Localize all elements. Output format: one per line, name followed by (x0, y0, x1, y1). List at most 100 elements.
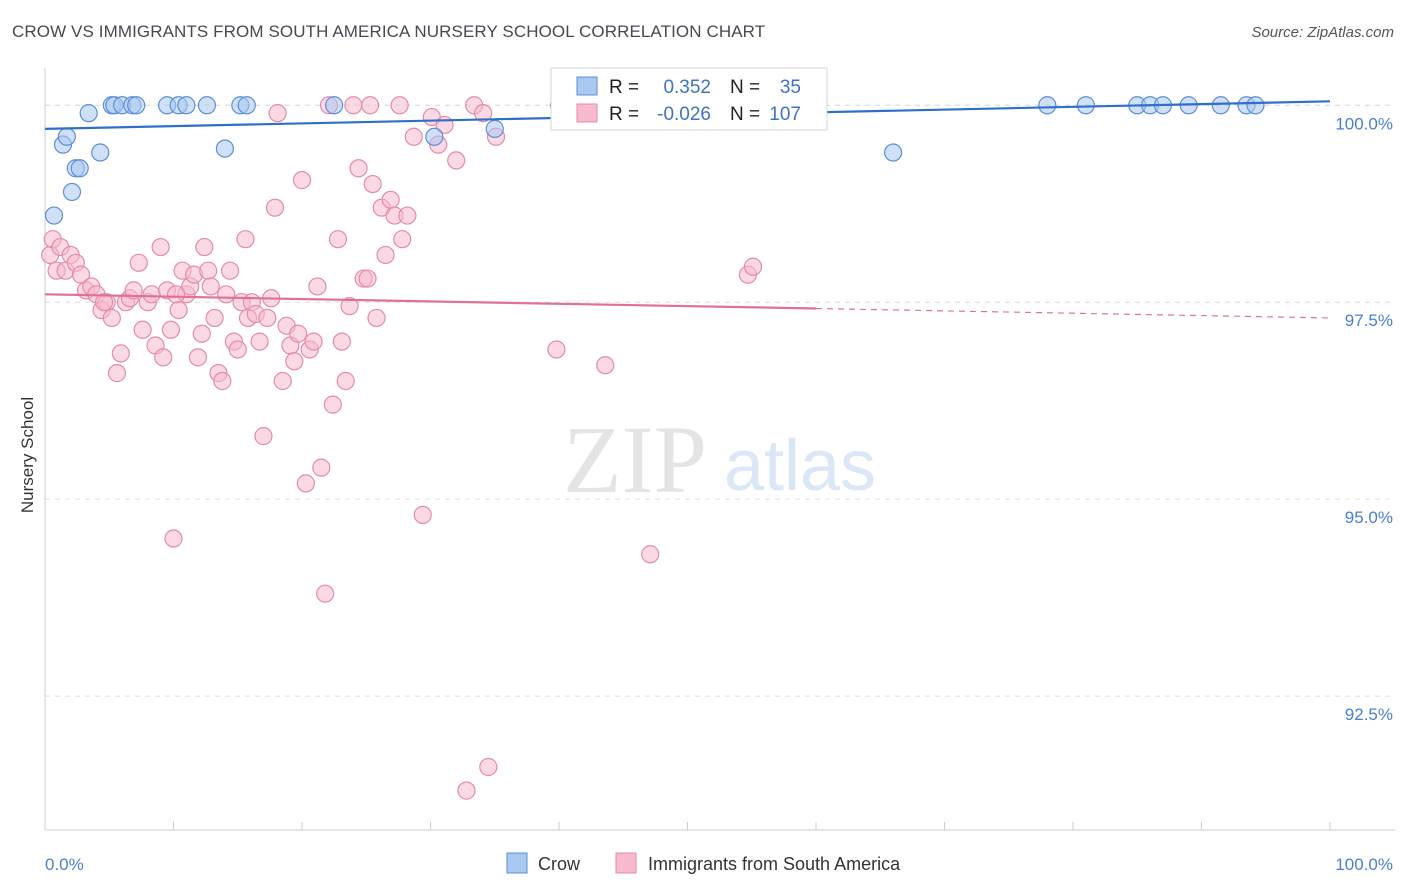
sa-point-55 (265, 198, 285, 217)
sa-point-39 (205, 308, 224, 328)
sa-point-38 (201, 277, 220, 296)
crow-point-16 (197, 96, 217, 115)
sa-point-101 (743, 257, 763, 276)
sa-point-99 (641, 545, 660, 564)
sa-point-81 (376, 245, 395, 265)
sa-point-73 (340, 297, 359, 316)
sa-point-77 (358, 269, 377, 288)
crow-point-22 (485, 119, 504, 138)
crow-point-26 (1038, 96, 1057, 115)
crow-point-25 (883, 143, 903, 162)
sa-point-104 (268, 104, 287, 123)
sa-point-67 (316, 584, 335, 603)
sa-point-20 (133, 320, 152, 339)
sa-point-95 (479, 757, 498, 777)
sa-point-52 (254, 427, 273, 446)
sa-point-34 (188, 348, 208, 367)
sa-point-28 (164, 529, 183, 548)
sa-point-71 (332, 332, 351, 351)
sa-point-45 (228, 340, 247, 359)
sa-point-105 (361, 96, 380, 115)
sa-point-64 (304, 332, 323, 351)
y-tick-label-3: 92.5% (1345, 705, 1393, 724)
crow-point-2 (57, 127, 76, 146)
legend-r-value-sa: -0.026 (657, 104, 711, 125)
sa-point-102 (95, 293, 114, 312)
sa-point-79 (367, 308, 386, 328)
sa-point-78 (363, 174, 382, 194)
sa-point-86 (398, 206, 417, 225)
sa-point-24 (151, 237, 170, 257)
sa-point-18 (124, 281, 143, 300)
sa-point-72 (336, 371, 355, 391)
sa-point-62 (296, 474, 315, 493)
trend-lines (44, 100, 1331, 319)
sa-point-61 (292, 171, 312, 190)
tick-labels: 100.0% 97.5% 95.0% 92.5% 0.0% 100.0% (45, 114, 1393, 874)
y-axis-label: Nursery School (18, 397, 37, 513)
sa-point-93 (457, 781, 476, 800)
source-label: Source: ZipAtlas.com (1251, 24, 1394, 41)
y-tick-label-1: 97.5% (1345, 311, 1393, 330)
sa-point-36 (195, 237, 214, 257)
sa-point-35 (192, 324, 211, 343)
legend-swatch-crow (576, 76, 598, 96)
sa-point-75 (349, 159, 368, 178)
crow-point-21 (425, 127, 444, 146)
legend-r-value-crow: 0.352 (663, 77, 711, 98)
sa-point-66 (312, 458, 331, 477)
sa-point-106 (474, 104, 493, 123)
crow-point-6 (79, 104, 98, 123)
legend-n-label-crow: N = (730, 77, 760, 98)
gridlines (45, 104, 1395, 697)
crow-point-3 (62, 182, 82, 202)
crow-point-20 (325, 96, 344, 115)
series-legend: Crow Immigrants from South America (506, 852, 901, 874)
sa-point-103 (166, 285, 186, 304)
correlation-legend: R = 0.352 N = 35 R = -0.026 N = 107 (550, 67, 828, 131)
y-tick-label-0: 100.0% (1335, 114, 1393, 133)
legend-n-label-sa: N = (730, 104, 760, 125)
sa-point-69 (323, 395, 342, 414)
sa-point-51 (250, 332, 269, 351)
legend-swatch-sa (576, 103, 598, 123)
sa-point-14 (107, 364, 127, 383)
sa-point-42 (217, 285, 236, 304)
legend-r-label-crow: R = (609, 77, 639, 98)
crow-point-34 (1246, 96, 1265, 115)
sa-point-74 (344, 96, 363, 115)
sa-point-27 (161, 320, 181, 339)
sa-point-84 (390, 96, 409, 115)
sa-trend-line (44, 293, 817, 310)
sa-point-60 (289, 324, 308, 343)
sa-trend-line-extension (815, 307, 1331, 319)
crow-point-0 (44, 206, 64, 225)
sa-point-41 (213, 371, 232, 391)
sa-point-15 (111, 344, 130, 363)
bottom-legend-swatch-crow (506, 852, 528, 874)
legend-n-value-sa: 107 (769, 104, 801, 125)
bottom-legend-swatch-sa (615, 852, 637, 874)
sa-point-59 (285, 352, 304, 371)
chart-title: CROW VS IMMIGRANTS FROM SOUTH AMERICA NU… (12, 22, 766, 41)
sa-point-19 (129, 253, 148, 272)
sa-point-53 (258, 308, 277, 328)
sa-point-65 (308, 277, 327, 296)
sa-point-37 (199, 261, 218, 280)
sa-point-25 (154, 348, 173, 367)
bottom-legend-label-crow: Crow (538, 854, 581, 874)
y-tick-label-2: 95.0% (1345, 508, 1393, 527)
sa-point-87 (404, 127, 423, 146)
sa-point-88 (413, 505, 432, 524)
sa-point-22 (142, 285, 161, 304)
sa-point-70 (328, 230, 348, 249)
sa-point-29 (169, 300, 188, 320)
crow-point-17 (215, 139, 234, 158)
sa-point-43 (220, 261, 240, 280)
axes (44, 68, 1395, 831)
sa-point-82 (381, 190, 400, 209)
sa-point-98 (596, 356, 615, 375)
watermark-zip: ZIP (563, 406, 707, 513)
sa-point-56 (273, 371, 292, 391)
